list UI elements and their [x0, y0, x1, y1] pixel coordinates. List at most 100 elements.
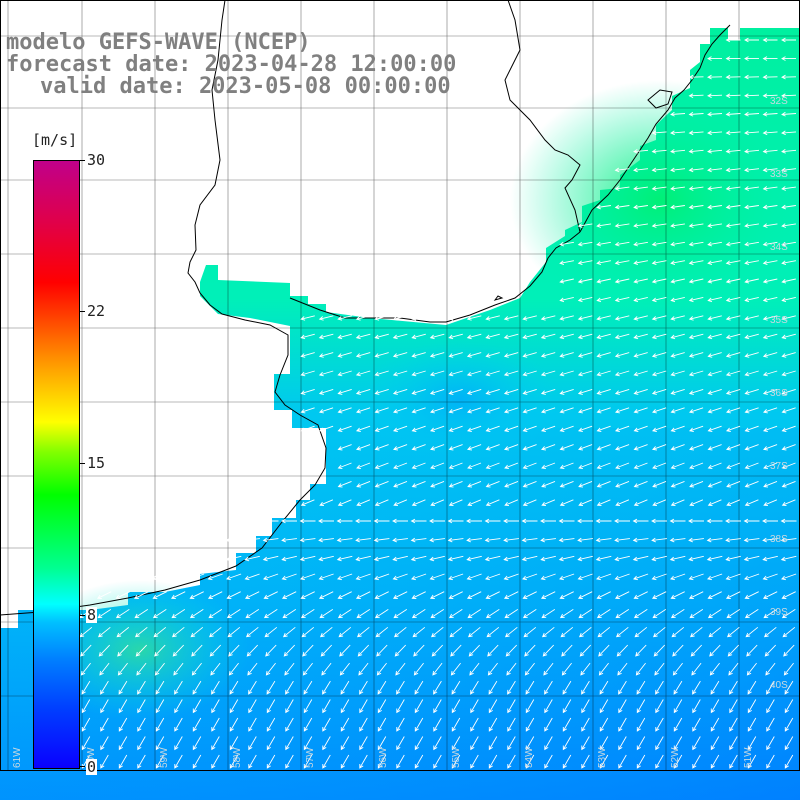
lon-label: 60W [86, 747, 97, 768]
wind-arrow [651, 223, 667, 228]
wind-arrow [337, 315, 352, 321]
wind-arrow [747, 680, 757, 695]
wind-arrow [597, 626, 611, 638]
wind-arrow [318, 518, 334, 524]
wind-arrow [208, 609, 223, 619]
wind-arrow [692, 699, 701, 714]
wind-arrow [707, 56, 723, 61]
wind-arrow [706, 555, 723, 562]
wind-arrow [673, 680, 683, 695]
wind-arrow [488, 717, 498, 732]
wind-arrow [503, 518, 519, 524]
wind-arrow [581, 754, 590, 769]
wind-arrow [762, 186, 778, 191]
wind-arrow [598, 644, 610, 657]
wind-arrow [540, 591, 556, 599]
wind-arrow [544, 680, 553, 695]
wind-arrow [707, 296, 722, 303]
wind-arrow [725, 518, 741, 524]
wind-arrow [285, 754, 294, 769]
wind-arrow [374, 370, 389, 377]
wind-arrow [707, 591, 722, 599]
wind-arrow [725, 573, 741, 581]
wind-arrow [744, 609, 759, 619]
wind-arrow [688, 352, 704, 358]
wind-arrow [541, 425, 556, 432]
wind-arrow [784, 736, 794, 751]
wind-arrow [726, 499, 741, 507]
wind-arrow [355, 573, 371, 581]
wind-arrow [411, 499, 426, 507]
wind-arrow [484, 555, 501, 562]
wind-arrow [485, 480, 500, 488]
wind-arrow [504, 480, 519, 488]
wind-arrow [485, 352, 500, 358]
wind-arrow [470, 680, 479, 695]
wind-arrow [707, 223, 722, 228]
wind-arrow [671, 626, 685, 638]
wind-arrow [392, 573, 408, 581]
wind-arrow [430, 609, 445, 619]
wind-arrow [337, 388, 352, 395]
wind-arrow [544, 754, 553, 769]
wind-arrow [503, 315, 519, 321]
wind-arrow [430, 480, 445, 488]
wind-arrow [374, 591, 389, 599]
wind-arrow [99, 662, 110, 676]
wind-arrow [467, 425, 482, 432]
wind-arrow [633, 223, 648, 228]
wind-arrow [762, 333, 778, 340]
wind-arrow [562, 754, 572, 769]
wind-arrow [429, 555, 445, 562]
wind-arrow [744, 111, 760, 117]
wind-arrow [282, 626, 296, 638]
wind-arrow [488, 699, 498, 714]
wind-arrow [763, 425, 778, 432]
wind-arrow [670, 499, 685, 507]
wind-arrow [688, 591, 704, 599]
wind-arrow [488, 680, 498, 695]
wind-arrow [448, 407, 463, 414]
wind-arrow [598, 662, 609, 676]
wind-arrow [284, 662, 295, 676]
wind-arrow [394, 644, 407, 657]
wind-arrow [540, 370, 556, 377]
wind-arrow [615, 425, 630, 432]
wind-arrow [558, 537, 575, 543]
wind-arrow [744, 573, 760, 581]
wind-arrow [762, 223, 778, 228]
wind-arrow [707, 149, 723, 154]
wind-arrow [115, 591, 130, 599]
wind-arrow [744, 480, 759, 488]
wind-arrow [559, 499, 574, 507]
wind-arrow [171, 626, 185, 638]
wind-arrow [652, 609, 667, 619]
wind-arrow [300, 352, 315, 358]
wind-arrow [670, 462, 685, 470]
wind-arrow [651, 333, 667, 340]
wind-arrow [633, 204, 648, 210]
wind-arrow [522, 407, 537, 414]
wind-arrow [744, 444, 759, 451]
wind-arrow [615, 480, 630, 488]
wind-arrow [747, 717, 757, 732]
wind-arrow [392, 370, 408, 377]
wind-arrow [781, 370, 796, 377]
wind-arrow [336, 537, 353, 543]
wind-arrow [764, 644, 777, 657]
wind-arrow [411, 591, 426, 599]
wind-arrow [540, 333, 556, 340]
wind-arrow [762, 260, 778, 266]
wind-arrow [504, 609, 519, 619]
wind-arrow [429, 537, 445, 543]
wind-arrow [633, 296, 648, 303]
wind-arrow [377, 736, 387, 751]
wind-arrow [137, 699, 146, 714]
lat-label: 39S [770, 607, 788, 618]
wind-arrow [744, 37, 759, 43]
wind-arrow [688, 74, 704, 80]
wind-arrow [429, 333, 445, 340]
wind-arrow [729, 736, 738, 751]
wind-arrow [670, 149, 686, 154]
wind-arrow [745, 626, 759, 638]
